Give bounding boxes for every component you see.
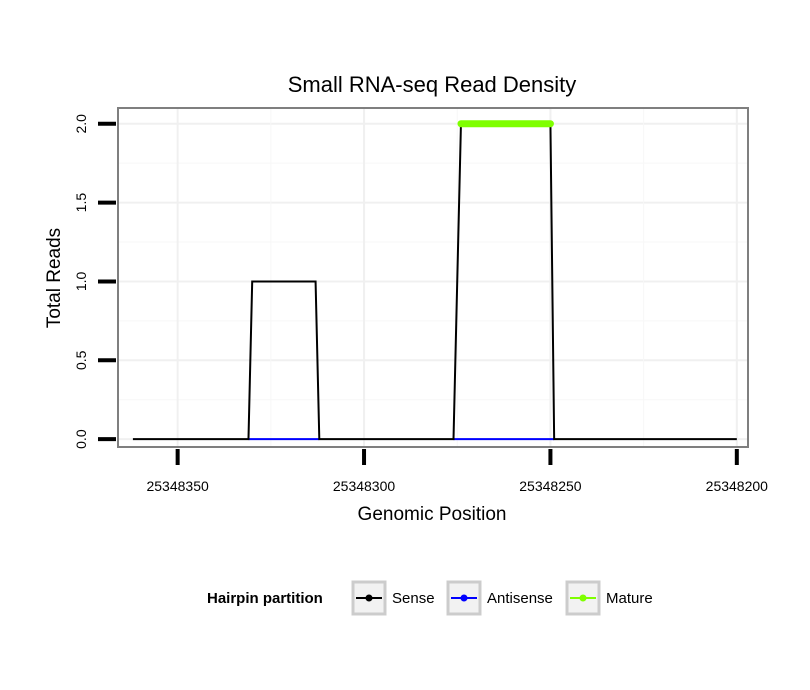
legend-title: Hairpin partition bbox=[207, 590, 323, 607]
legend-label-mature: Mature bbox=[606, 590, 653, 607]
y-tick-label: 0.5 bbox=[73, 350, 89, 370]
y-tick-label: 1.5 bbox=[73, 193, 89, 213]
y-axis-title: Total Reads bbox=[44, 228, 65, 328]
legend-key-point bbox=[365, 594, 373, 602]
legend-label-sense: Sense bbox=[392, 590, 435, 607]
y-tick-label: 1.0 bbox=[73, 272, 89, 292]
chart-title: Small RNA-seq Read Density bbox=[288, 72, 577, 97]
legend-key-point bbox=[579, 594, 587, 602]
x-axis-title: Genomic Position bbox=[358, 504, 507, 525]
series-sense-line bbox=[132, 122, 737, 441]
legend-item-mature: Mature bbox=[565, 580, 653, 616]
legend-key-point bbox=[460, 594, 468, 602]
y-tick-label: 2.0 bbox=[73, 114, 89, 134]
plot-panel-border bbox=[117, 107, 749, 448]
grid-lines bbox=[118, 108, 748, 447]
data-series bbox=[132, 120, 737, 441]
x-tick-label: 25348200 bbox=[706, 478, 769, 494]
legend-item-sense: Sense bbox=[351, 580, 435, 616]
legend: Hairpin partition Sense Antisense Mature bbox=[207, 580, 653, 616]
x-tick-label: 25348300 bbox=[333, 478, 396, 494]
legend-label-antisense: Antisense bbox=[487, 590, 553, 607]
legend-item-antisense: Antisense bbox=[446, 580, 553, 616]
x-axis: 25348350 25348300 25348250 25348200 bbox=[146, 449, 768, 494]
x-tick-label: 25348350 bbox=[146, 478, 209, 494]
y-axis: 0.0 0.5 1.0 1.5 2.0 bbox=[73, 114, 116, 449]
x-tick-label: 25348250 bbox=[519, 478, 582, 494]
y-tick-label: 0.0 bbox=[73, 429, 89, 449]
